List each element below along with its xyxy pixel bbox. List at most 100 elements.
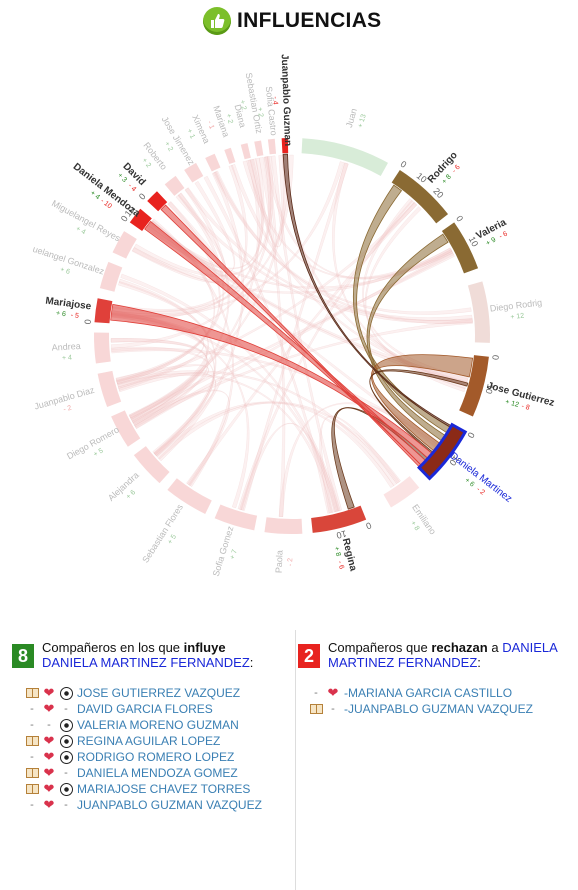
rejection-heading-keyword: rechazan <box>431 640 488 655</box>
arc-roberto[interactable] <box>164 175 185 196</box>
arc-sofia-castro[interactable] <box>267 138 277 155</box>
arc-daniela-mendoza[interactable] <box>129 208 152 232</box>
arc-regina[interactable] <box>311 505 367 533</box>
plus-count: + 2 <box>140 157 152 169</box>
node-label-rodrigo[interactable]: Rodrigo+ 8- 6 <box>426 150 467 192</box>
arc-juan[interactable] <box>301 138 388 176</box>
student-name[interactable]: VALERIA MORENO GUZMAN <box>77 718 239 732</box>
node-label-daniela-martinez[interactable]: Daniela Martinez+ 6- 2 <box>442 450 514 512</box>
node-name: Sebastian Flores <box>140 502 185 565</box>
arc-alejandra[interactable] <box>133 446 170 484</box>
student-name-link[interactable]: DANIELA MARTINEZ FERNANDEZ <box>42 655 250 670</box>
list-item[interactable]: - ❤ -MARIANA GARCIA CASTILLO <box>308 685 533 701</box>
arc-andrea[interactable] <box>94 332 111 364</box>
student-name[interactable]: RODRIGO ROMERO LOPEZ <box>77 750 235 764</box>
list-item[interactable]: ❤ MARIAJOSE CHAVEZ TORRES <box>24 781 262 797</box>
student-name[interactable]: JOSE GUTIERREZ VAZQUEZ <box>77 686 241 700</box>
student-name[interactable]: DANIELA MENDOZA GOMEZ <box>77 766 238 780</box>
node-label-andrea[interactable]: Andrea+ 4 <box>51 341 81 363</box>
node-label-juan[interactable]: Juan+ 13 <box>344 107 369 131</box>
arc-juanpablo-diaz[interactable] <box>97 370 122 407</box>
minus-count: - 2 <box>63 405 73 414</box>
node-label-juanpablo-diaz[interactable]: Juanpablo Diaz- 2 <box>33 385 99 421</box>
node-arcs <box>94 138 490 534</box>
arc-daniela-martinez[interactable] <box>417 422 468 481</box>
rejection-count-badge: 2 <box>298 644 320 668</box>
node-label-mariajose[interactable]: Mariajose+ 6 - 5 <box>43 296 93 322</box>
header: INFLUENCIAS <box>0 0 578 40</box>
arc-ximena[interactable] <box>205 153 221 172</box>
list-item[interactable]: - - VALERIA MORENO GUZMAN <box>24 717 262 733</box>
node-label-sebastian-flores[interactable]: Sebastian Flores+ 5 <box>140 502 193 570</box>
arc-sebastian-ortiz[interactable] <box>254 140 264 157</box>
arc-valeria[interactable] <box>441 222 479 274</box>
arc-emiliano[interactable] <box>383 476 420 508</box>
arc-diego-romero[interactable] <box>111 410 141 447</box>
influence-list: ❤ JOSE GUTIERREZ VAZQUEZ - ❤ - DAVID GARCIA F… <box>24 685 262 813</box>
arc-diana[interactable] <box>240 143 251 160</box>
dash-placeholder: - <box>64 799 68 811</box>
rejection-heading-prefix: Compañeros que <box>328 640 432 655</box>
arc-mariajose[interactable] <box>94 298 113 324</box>
list-item[interactable]: - -JUANPABLO GUZMAN VAZQUEZ <box>308 701 533 717</box>
node-label-david[interactable]: David+ 3- 4 <box>114 161 148 194</box>
dash-placeholder: - <box>30 719 34 731</box>
background-ribbon <box>184 187 473 321</box>
node-label-diego-romero[interactable]: Diego Romero+ 5 <box>65 425 125 471</box>
minus-count: - 6 <box>336 560 345 570</box>
list-item[interactable]: - ❤ - DAVID GARCIA FLORES <box>24 701 262 717</box>
node-label-uelangel-gonzalez[interactable]: uelangel Gonzalez+ 6 <box>28 244 106 286</box>
arc-miguelangel-reyes[interactable] <box>112 231 137 259</box>
node-label-valeria[interactable]: Valeria+ 9- 6 <box>474 217 512 250</box>
student-name[interactable]: -MARIANA GARCIA CASTILLO <box>344 686 513 700</box>
arc-sofia-gomez[interactable] <box>214 504 258 531</box>
node-label-sofia-gomez[interactable]: Sofia Gomez+ 7 <box>211 524 245 580</box>
list-item[interactable]: ❤ JOSE GUTIERREZ VAZQUEZ <box>24 685 262 701</box>
plus-count: + 6 <box>463 477 475 489</box>
student-name[interactable]: -JUANPABLO GUZMAN VAZQUEZ <box>344 702 533 716</box>
arc-juanpablo-guzman[interactable] <box>281 138 289 154</box>
arc-david[interactable] <box>147 191 168 212</box>
list-item[interactable]: ❤ - DANIELA MENDOZA GOMEZ <box>24 765 262 781</box>
student-name[interactable]: MARIAJOSE CHAVEZ TORRES <box>77 782 251 796</box>
arc-jose-jimenez[interactable] <box>184 162 204 183</box>
plus-count: + 8 <box>332 546 341 557</box>
arc-uelangel-gonzalez[interactable] <box>99 261 123 292</box>
node-label-emiliano[interactable]: Emiliano+ 8 <box>402 502 438 542</box>
arc-sebastian-flores[interactable] <box>167 478 212 514</box>
node-label-regina[interactable]: Regina+ 8- 6 <box>331 537 359 575</box>
background-ribbon <box>110 338 209 429</box>
arc-rodrigo[interactable] <box>391 169 449 224</box>
plus-count: + 8 <box>409 520 420 532</box>
node-label-juanpablo-guzman[interactable]: Juanpablo Guzman- 4 <box>270 54 293 147</box>
arc-diego-rodrig[interactable] <box>467 281 490 343</box>
dash-placeholder: - <box>64 703 68 715</box>
node-label-diego-rodrig[interactable]: Diego Rodrig+ 12 <box>489 297 544 323</box>
plus-count: + 6 <box>125 489 137 501</box>
minus-count: - 6 <box>498 230 509 240</box>
node-label-alejandra[interactable]: Alejandra+ 6 <box>106 470 148 510</box>
student-name[interactable]: REGINA AGUILAR LOPEZ <box>77 734 221 748</box>
arc-paola[interactable] <box>264 517 303 534</box>
dash-placeholder: - <box>30 751 34 763</box>
heart-icon: ❤ <box>43 733 55 748</box>
node-name: Alejandra <box>106 470 141 503</box>
student-name[interactable]: DAVID GARCIA FLORES <box>77 702 213 716</box>
list-item[interactable]: - ❤ - JUANPABLO GUZMAN VAZQUEZ <box>24 797 262 813</box>
arc-mariana[interactable] <box>224 147 236 165</box>
tick-label: 0 <box>364 520 372 531</box>
background-ribbon <box>281 154 468 387</box>
node-label-jose-gutierrez[interactable]: Jose Gutierrez+ 12- 8 <box>483 380 556 417</box>
arc-jose-gutierrez[interactable] <box>459 355 489 417</box>
panel-divider <box>295 630 296 890</box>
background-ribbon <box>239 423 339 513</box>
background-ribbons <box>110 154 473 517</box>
student-name[interactable]: JUANPABLO GUZMAN VAZQUEZ <box>77 798 262 812</box>
student-name-link[interactable]: DANIELA MARTINEZ FERNANDEZ <box>328 640 558 670</box>
list-item[interactable]: - ❤ RODRIGO ROMERO LOPEZ <box>24 749 262 765</box>
rejection-heading-suffix: : <box>477 655 481 670</box>
list-item[interactable]: ❤ REGINA AGUILAR LOPEZ <box>24 733 262 749</box>
node-label-paola[interactable]: Paola - 2 <box>274 550 295 574</box>
plus-count: + 7 <box>229 549 239 561</box>
